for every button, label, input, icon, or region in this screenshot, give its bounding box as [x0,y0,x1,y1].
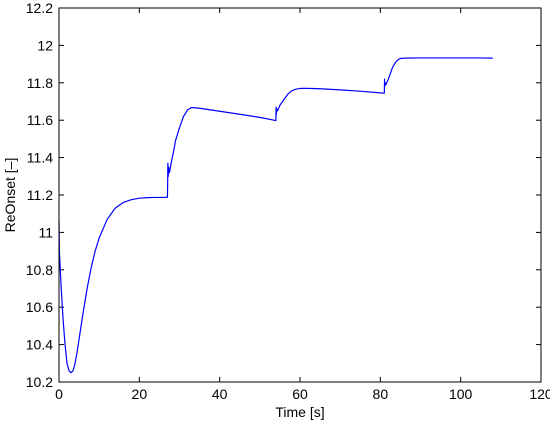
x-tick-label: 120 [529,386,550,402]
plot-area-background [59,8,541,382]
x-tick-label: 40 [212,386,228,402]
series-line [58,57,493,374]
y-tick-label: 11.8 [27,75,53,91]
y-tick-label: 12.2 [26,0,53,16]
x-tick-label: 60 [292,386,308,402]
tick-labels: 0 20 40 60 80 100 120 10.2 10.4 10.6 10.8 11 11.2 11.… [26,0,550,402]
y-tick-label: 11.4 [27,150,53,166]
y-tick-label: 11.6 [27,112,53,128]
y-tick-label: 11 [38,224,53,240]
y-tick-label: 10.6 [26,299,53,315]
plot-frame [58,7,542,383]
series-layer [58,57,493,374]
y-tick-label: 12 [37,37,53,53]
y-tick-label: 11.2 [27,187,53,203]
y-tick-label: 10.8 [26,262,53,278]
x-tick-label: 0 [55,386,63,402]
y-tick-label: 10.4 [26,337,53,353]
x-tick-label: 80 [373,386,389,402]
x-axis-label: Time [s] [275,404,324,420]
x-tick-label: 20 [132,386,148,402]
x-tick-label: 100 [449,386,473,402]
y-tick-label: 10.2 [26,374,53,390]
y-axis-label: ReOnset [–] [2,158,18,233]
